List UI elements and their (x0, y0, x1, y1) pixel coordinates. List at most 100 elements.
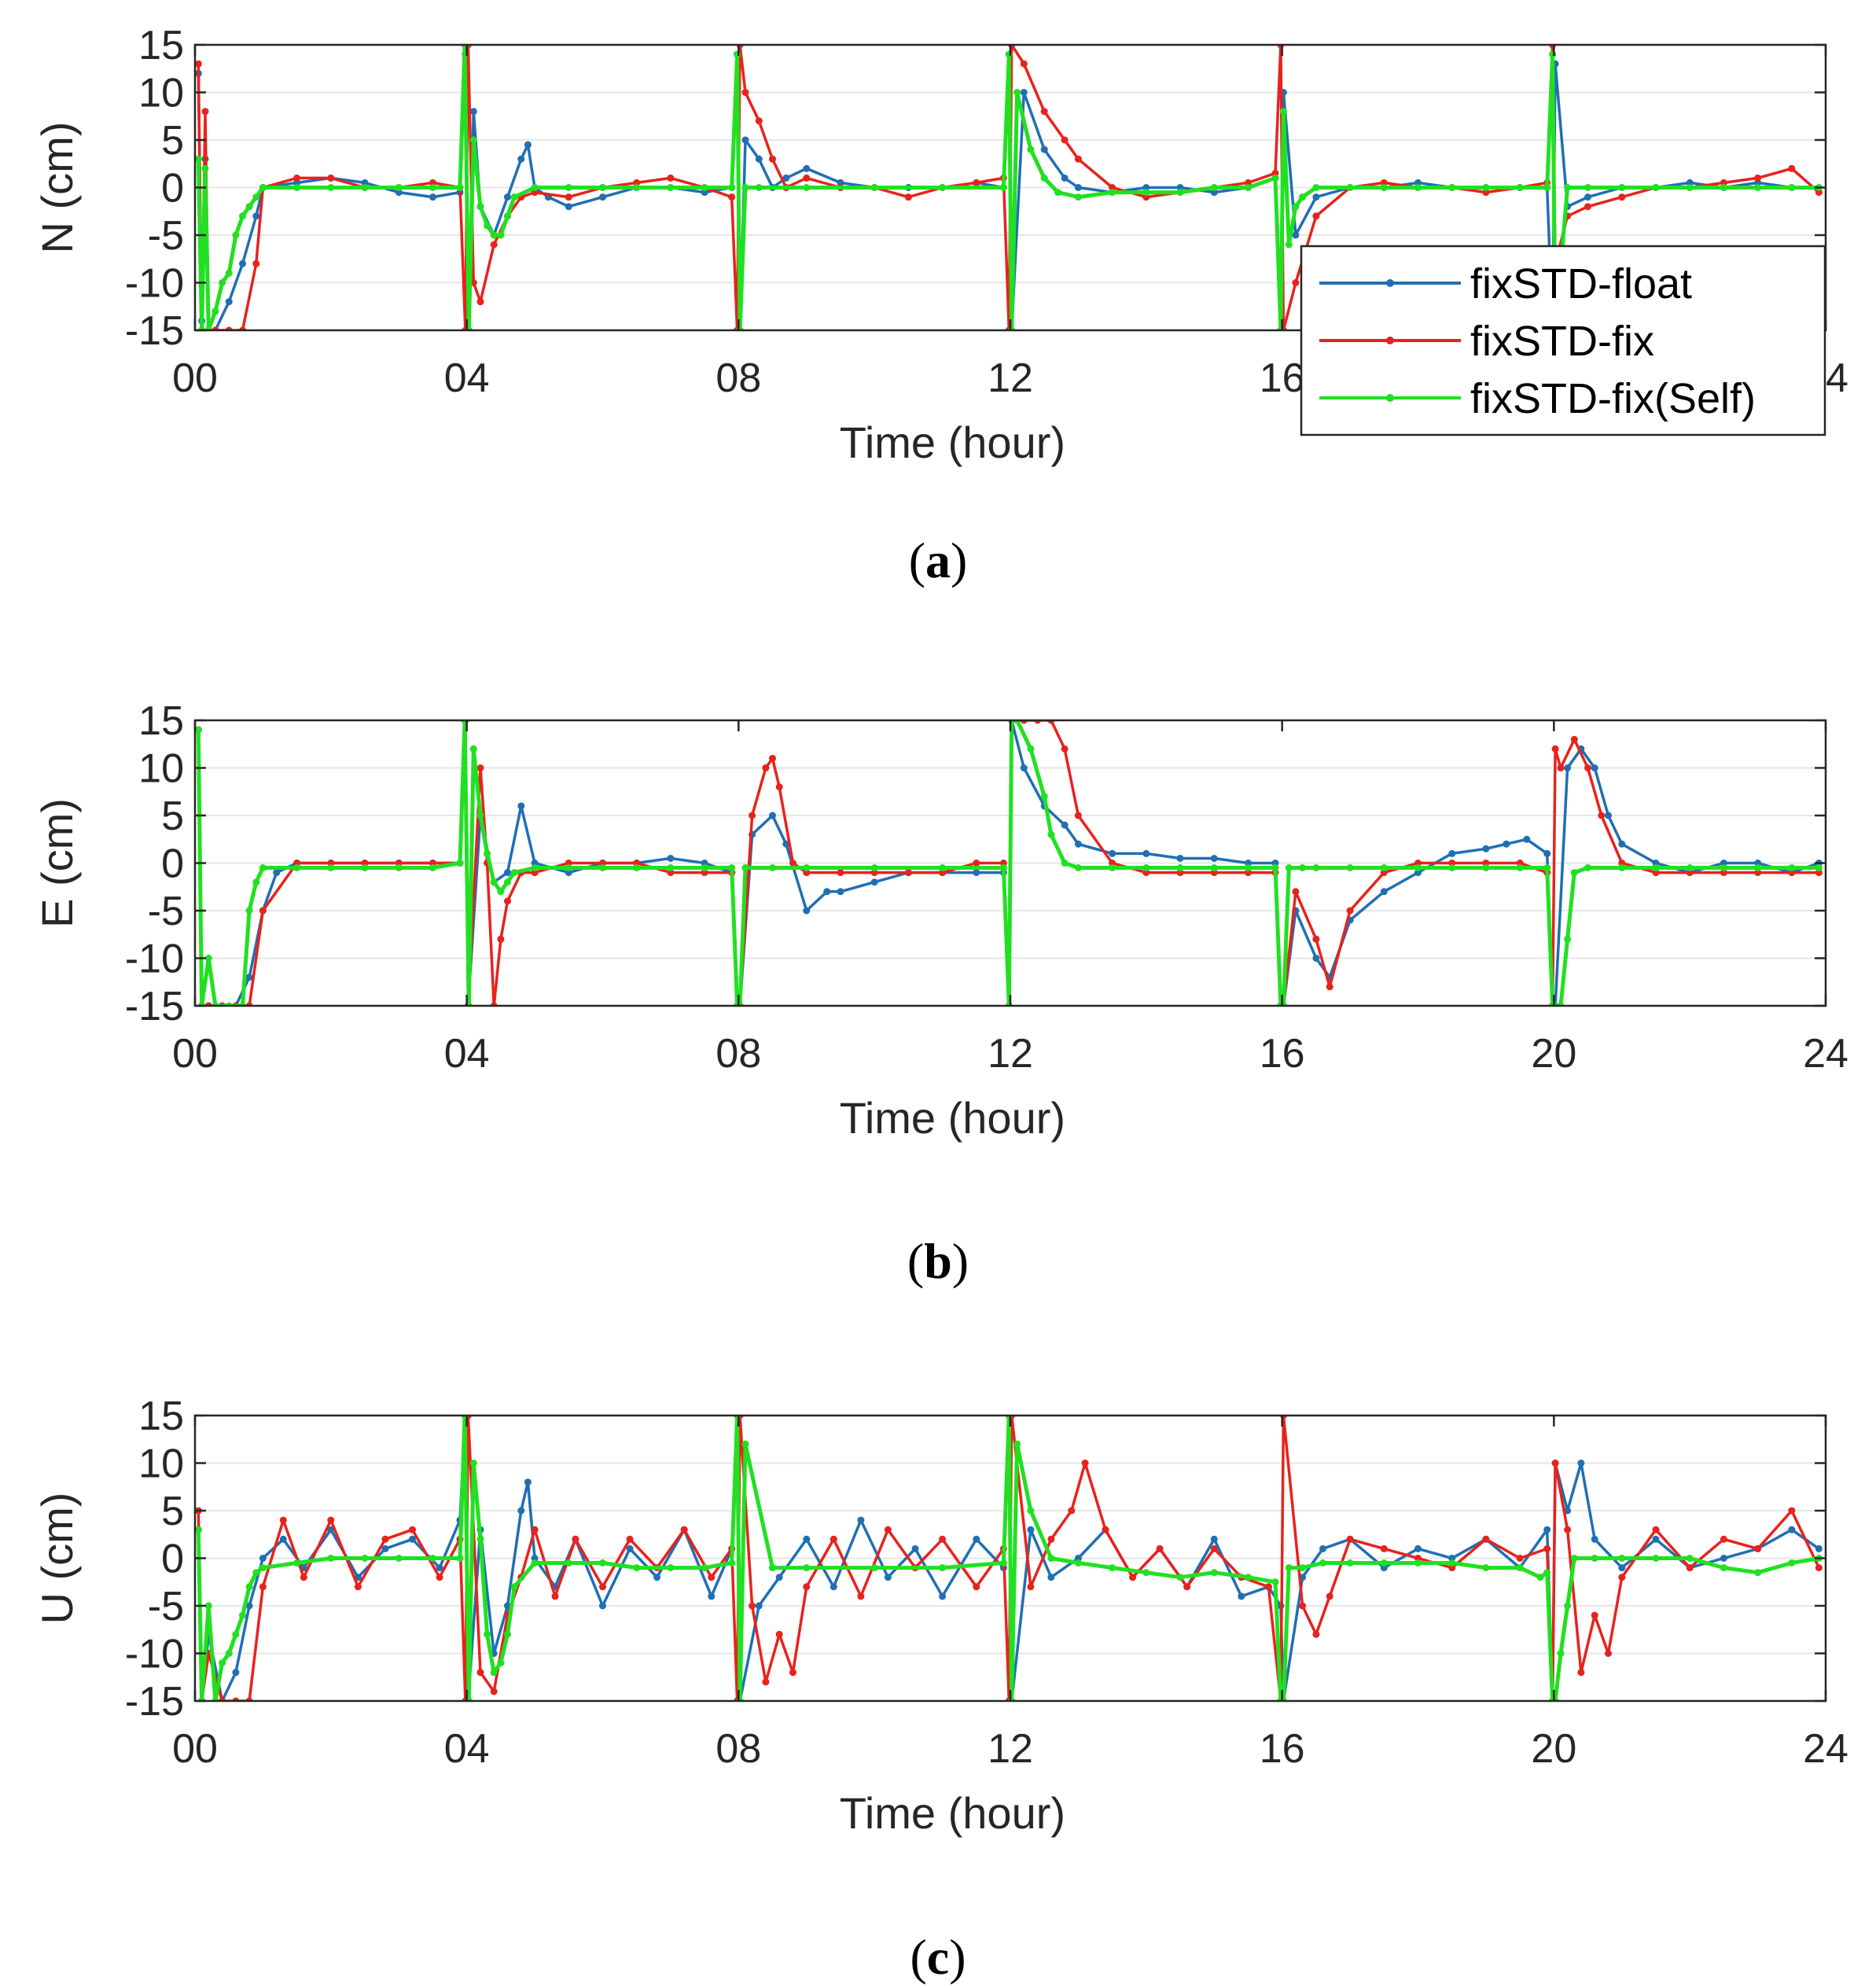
point-a-2-9 (245, 203, 253, 211)
point-c-2-4 (219, 1659, 226, 1667)
point-c-2-36 (769, 1564, 776, 1572)
point-c-1-6 (259, 1583, 267, 1591)
point-a-2-61 (1346, 184, 1354, 191)
point-b-2-14 (456, 860, 464, 867)
x-tick-label-c-1: 04 (444, 1726, 490, 1772)
y-tick-label-b-2: 5 (161, 793, 184, 839)
point-a-0-26 (599, 193, 606, 201)
series-line-c-fixstd-float (197, 1416, 1820, 1701)
point-b-1-18 (497, 935, 505, 943)
point-a-2-8 (239, 212, 246, 220)
point-b-2-72 (1652, 864, 1660, 871)
point-b-0-69 (1591, 764, 1598, 771)
point-a-1-46 (1061, 136, 1069, 144)
point-a-0-46 (1020, 89, 1028, 96)
point-c-2-10 (259, 1564, 267, 1572)
point-c-1-39 (884, 1526, 892, 1533)
point-b-1-57 (1292, 888, 1300, 896)
point-c-1-12 (409, 1526, 416, 1533)
point-a-1-32 (755, 117, 763, 125)
point-a-2-63 (1414, 184, 1422, 191)
point-c-2-59 (1380, 1559, 1388, 1566)
point-c-1-42 (973, 1583, 980, 1591)
point-b-2-38 (999, 864, 1007, 871)
point-a-1-28 (728, 193, 736, 201)
point-a-2-62 (1380, 184, 1388, 191)
point-a-2-52 (1210, 184, 1218, 191)
point-c-0-70 (1591, 1535, 1598, 1543)
point-c-1-60 (1312, 1630, 1320, 1638)
x-tick-label-b-4: 16 (1260, 1031, 1305, 1077)
point-b-2-6 (245, 907, 253, 915)
point-c-2-11 (293, 1559, 301, 1566)
point-c-2-5 (225, 1650, 233, 1657)
point-b-0-34 (837, 888, 844, 896)
point-b-0-33 (823, 888, 831, 896)
point-a-1-73 (1754, 174, 1762, 182)
y-tick-label-a-4: -5 (148, 213, 184, 259)
point-c-0-71 (1618, 1564, 1626, 1572)
point-c-2-19 (469, 1460, 477, 1467)
point-b-0-24 (667, 855, 675, 862)
point-b-1-33 (775, 783, 783, 791)
point-c-2-61 (1448, 1559, 1456, 1566)
point-a-2-30 (633, 184, 641, 191)
point-c-0-69 (1577, 1460, 1585, 1467)
point-b-0-62 (1503, 840, 1510, 848)
point-c-2-38 (870, 1564, 878, 1572)
point-c-2-7 (239, 1611, 246, 1619)
point-c-0-41 (973, 1535, 980, 1543)
point-b-2-64 (1543, 864, 1551, 871)
y-tick-label-c-6: -15 (125, 1679, 184, 1725)
point-a-2-72 (1618, 184, 1626, 191)
point-a-2-36 (741, 184, 749, 191)
point-b-0-18 (504, 869, 511, 877)
point-b-1-69 (1557, 764, 1565, 771)
point-b-0-5 (245, 974, 253, 981)
point-c-1-24 (599, 1583, 606, 1591)
point-b-2-45 (1061, 860, 1069, 867)
point-c-2-39 (939, 1564, 947, 1572)
point-b-2-42 (1027, 745, 1035, 753)
point-a-2-76 (1754, 184, 1762, 191)
point-b-0-70 (1605, 812, 1612, 819)
point-a-2-77 (1788, 184, 1796, 191)
point-b-2-58 (1346, 864, 1354, 871)
x-tick-label-b-0: 00 (172, 1031, 218, 1077)
point-c-0-21 (524, 1478, 532, 1486)
point-c-1-77 (1686, 1564, 1694, 1572)
point-b-1-36 (837, 869, 844, 877)
point-b-1-15 (476, 764, 484, 771)
point-a-2-70 (1564, 184, 1572, 191)
point-c-2-76 (1754, 1569, 1762, 1577)
point-a-2-59 (1299, 193, 1307, 201)
point-c-1-50 (1102, 1526, 1109, 1533)
point-a-1-0 (195, 60, 202, 68)
point-a-1-33 (769, 155, 776, 163)
point-a-2-74 (1686, 184, 1694, 191)
point-c-1-67 (1516, 1555, 1524, 1562)
point-c-2-69 (1564, 1602, 1572, 1610)
point-b-1-30 (749, 812, 756, 819)
point-c-2-6 (232, 1630, 240, 1638)
x-tick-label-b-3: 12 (988, 1031, 1033, 1077)
point-c-1-63 (1380, 1544, 1388, 1552)
point-c-2-30 (667, 1564, 675, 1572)
point-b-1-31 (762, 764, 770, 771)
point-b-2-75 (1754, 864, 1762, 871)
point-c-0-11 (381, 1544, 389, 1552)
point-c-1-47 (1047, 1535, 1055, 1543)
point-b-2-73 (1686, 864, 1694, 871)
point-c-1-75 (1618, 1574, 1626, 1581)
point-c-1-72 (1577, 1669, 1585, 1677)
point-c-2-14 (395, 1555, 403, 1562)
point-a-2-56 (1279, 108, 1287, 116)
x-tick-label-a-4: 16 (1260, 355, 1305, 401)
point-a-1-38 (904, 193, 912, 201)
point-c-1-33 (762, 1678, 770, 1686)
point-c-1-74 (1605, 1650, 1612, 1657)
point-c-2-40 (999, 1559, 1007, 1566)
